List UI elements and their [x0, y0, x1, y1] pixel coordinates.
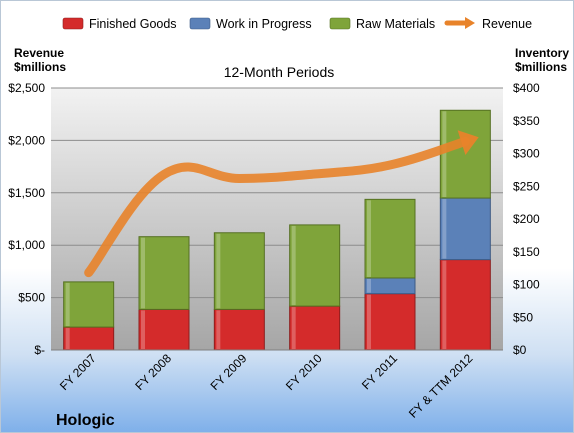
x-tick-label: FY 2010	[283, 351, 325, 393]
bar-highlight	[442, 199, 447, 259]
x-tick-label: FY 2009	[208, 351, 250, 393]
right-axis-title-line1: Inventory	[515, 46, 569, 60]
bar-segment-finished-goods	[138, 308, 190, 351]
left-axis-title-line1: Revenue	[14, 46, 64, 60]
bar-highlight	[367, 278, 371, 293]
legend-item-finished-goods: Finished Goods	[62, 17, 177, 31]
bar-highlight	[141, 237, 145, 309]
x-tick-label: FY 2011	[359, 351, 400, 392]
right-tick-label: $350	[513, 114, 540, 128]
right-tick-label: $400	[513, 81, 540, 95]
legend-item-revenue: Revenue	[444, 17, 532, 31]
bar-segment-finished-goods	[289, 305, 341, 351]
right-axis-title-line2: $millions	[515, 60, 567, 74]
right-tick-label: $150	[513, 245, 540, 259]
bar-segment-raw-materials	[289, 224, 341, 307]
x-axis-labels: FY 2007 FY 2008 FY 2009 FY 2010 FY 2011 FY & …	[57, 351, 476, 421]
left-tick-label: $2,000	[8, 133, 45, 147]
left-axis-title-line2: $millions	[14, 60, 66, 74]
bar-segment-finished-goods	[213, 308, 265, 351]
legend-label-work-in-progress: Work in Progress	[216, 17, 312, 31]
right-tick-label: $0	[513, 343, 527, 357]
bar-segment-work-in-progress	[364, 277, 416, 295]
chart-subtitle: 12-Month Periods	[224, 64, 335, 80]
left-tick-label: $500	[18, 291, 45, 305]
legend-label-finished-goods: Finished Goods	[89, 17, 177, 31]
right-tick-label: $200	[513, 212, 540, 226]
bar-highlight	[216, 233, 221, 309]
bar-segment-raw-materials	[138, 236, 190, 310]
bar-highlight	[367, 200, 371, 277]
bar-highlight	[65, 328, 70, 349]
right-tick-label: $300	[513, 147, 540, 161]
bar-highlight	[442, 260, 447, 349]
bar-highlight	[442, 111, 447, 198]
legend-item-raw-materials: Raw Materials	[329, 17, 435, 31]
right-tick-label: $250	[513, 179, 540, 193]
x-tick-label: FY 2008	[132, 351, 174, 393]
left-axis-ticks: $- $500 $1,000 $1,500 $2,000 $2,500	[8, 81, 45, 357]
x-tick-label: FY & TTM 2012	[406, 351, 476, 421]
bar-segment-raw-materials	[63, 281, 115, 328]
bar-highlight	[291, 307, 296, 349]
revenue-line-layer	[84, 130, 479, 278]
bars	[63, 109, 491, 351]
legend: Finished Goods Work in Progress Raw Mate…	[62, 17, 532, 31]
bar-segment-raw-materials	[213, 232, 265, 310]
revenue-arrowhead	[457, 130, 479, 156]
left-tick-label: $1,000	[8, 238, 45, 252]
left-tick-label: $1,500	[8, 186, 45, 200]
bar-highlight	[367, 294, 371, 349]
bar-segment-finished-goods	[439, 259, 491, 351]
right-axis-ticks: $0 $50 $100 $150 $200 $250 $300 $350 $400	[513, 81, 540, 357]
bar-highlight	[141, 310, 145, 349]
bar-highlight	[65, 282, 70, 327]
left-tick-label: $2,500	[8, 81, 45, 95]
bar-segment-finished-goods	[63, 326, 115, 351]
right-tick-label: $100	[513, 278, 540, 292]
legend-label-raw-materials: Raw Materials	[356, 17, 435, 31]
company-name: Hologic	[56, 412, 115, 429]
bar-segment-finished-goods	[364, 293, 416, 351]
left-tick-label: $-	[34, 343, 45, 357]
gridlines	[51, 87, 503, 299]
bar-segment-raw-materials	[439, 109, 491, 199]
bar-highlight	[291, 225, 296, 306]
bar-segment-raw-materials	[364, 198, 416, 279]
bar-highlight	[216, 310, 221, 349]
legend-item-work-in-progress: Work in Progress	[189, 17, 312, 31]
bar-segment-work-in-progress	[439, 197, 491, 261]
x-tick-label: FY 2007	[57, 351, 99, 393]
right-tick-label: $50	[513, 310, 533, 324]
legend-label-revenue: Revenue	[482, 17, 532, 31]
revenue-line	[84, 136, 470, 278]
